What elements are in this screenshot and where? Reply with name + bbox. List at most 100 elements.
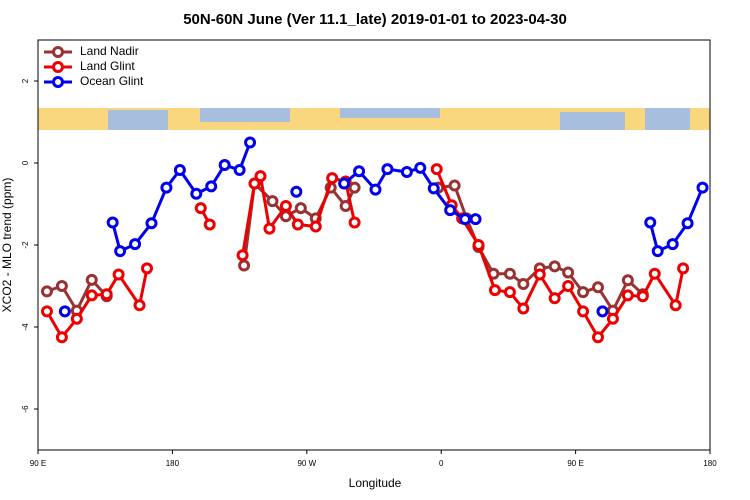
data-point: [621, 274, 634, 287]
data-point: [203, 218, 216, 231]
x-axis-label: Longitude: [349, 476, 402, 490]
data-point: [55, 331, 68, 344]
data-point: [40, 285, 53, 298]
data-point: [326, 172, 339, 185]
data-point: [100, 288, 113, 301]
data-point: [444, 204, 457, 217]
data-point: [338, 177, 351, 190]
data-point: [472, 239, 485, 251]
data-point: [621, 289, 634, 302]
y-tick-label: -2: [21, 241, 30, 249]
data-point: [348, 216, 361, 229]
series-line: [343, 166, 476, 221]
data-point: [348, 181, 361, 194]
data-point: [55, 280, 68, 292]
data-point: [517, 277, 530, 290]
data-point: [577, 286, 590, 299]
data-point: [681, 217, 694, 230]
data-point: [427, 182, 440, 195]
legend-label: Land Nadir: [80, 44, 139, 58]
data-point: [114, 245, 127, 258]
data-point: [669, 299, 682, 312]
data-point: [648, 267, 661, 280]
legend-marker: [52, 61, 64, 73]
data-point: [592, 281, 604, 294]
x-tick-label: 0: [439, 459, 444, 468]
data-point: [279, 200, 292, 213]
data-point: [503, 286, 516, 299]
data-point: [606, 312, 619, 325]
y-tick-label: 2: [21, 78, 30, 83]
data-point: [562, 280, 575, 292]
data-point: [248, 177, 261, 190]
x-tick-label: 90 E: [30, 459, 46, 468]
y-tick-label: 0: [21, 160, 30, 165]
data-point: [194, 202, 207, 215]
data-point: [294, 202, 307, 215]
data-point: [577, 305, 590, 318]
data-point: [636, 290, 649, 303]
chart-title: 50N-60N June (Ver 11.1_late) 2019-01-01 …: [183, 11, 567, 28]
data-point: [339, 200, 352, 213]
data-point: [145, 217, 158, 230]
data-point: [369, 183, 382, 196]
legend-marker: [52, 46, 64, 58]
data-point: [85, 289, 98, 302]
data-point: [85, 273, 98, 286]
data-point: [459, 213, 472, 226]
data-point: [263, 222, 276, 235]
y-tick-label: -4: [21, 323, 30, 331]
data-point: [266, 195, 279, 208]
data-point: [133, 299, 146, 312]
data-point: [160, 181, 173, 194]
x-tick-label: 180: [703, 459, 717, 468]
data-point: [562, 266, 575, 279]
data-point: [218, 159, 231, 172]
data-point: [205, 180, 218, 193]
x-tick-label: 180: [166, 459, 180, 468]
data-point: [517, 302, 530, 315]
data-point: [644, 216, 657, 229]
data-point: [353, 165, 366, 178]
data-point: [596, 305, 609, 318]
data-point: [290, 185, 303, 198]
x-tick-label: 90 W: [297, 459, 316, 468]
data-point: [548, 260, 561, 273]
data-point: [238, 259, 251, 272]
data-point: [254, 170, 267, 183]
data-point: [190, 187, 203, 200]
legend-label: Ocean Glint: [80, 74, 144, 88]
data-point: [488, 284, 501, 297]
data-point: [291, 218, 304, 231]
data-point: [233, 163, 246, 176]
data-point: [448, 179, 461, 192]
legend-label: Land Glint: [80, 59, 135, 73]
legend-marker: [52, 76, 64, 88]
y-axis-label: XCO2 - MLO trend (ppm): [0, 178, 14, 313]
data-point: [309, 220, 322, 233]
data-point: [70, 312, 83, 325]
data-point: [503, 267, 516, 280]
data-point: [236, 249, 249, 262]
data-point: [58, 305, 71, 318]
data-point: [533, 268, 546, 281]
data-point: [381, 163, 394, 176]
data-point: [430, 163, 443, 176]
data-point: [696, 181, 709, 194]
data-point: [677, 262, 690, 275]
data-point: [548, 292, 561, 305]
data-point: [244, 136, 257, 149]
data-point: [666, 238, 679, 251]
data-point: [129, 238, 142, 251]
data-point: [651, 245, 664, 258]
data-point: [469, 213, 482, 226]
x-tick-label: 90 E: [567, 459, 583, 468]
data-point: [400, 166, 413, 179]
y-tick-label: -6: [21, 405, 30, 413]
data-point: [592, 331, 604, 344]
data-point: [141, 262, 154, 275]
map-strip: [38, 108, 710, 130]
data-point: [112, 268, 125, 281]
